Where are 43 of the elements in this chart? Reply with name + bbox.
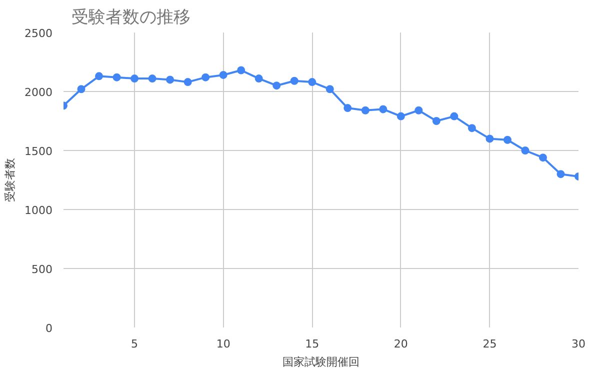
y-tick-label: 1000 — [24, 204, 53, 217]
point — [538, 154, 547, 162]
x-axis-title: 国家試験開催回 — [282, 356, 360, 368]
point — [361, 106, 370, 114]
point — [308, 78, 316, 86]
y-tick-label: 0 — [46, 322, 52, 335]
y-axis-title: 受験者数 — [4, 158, 17, 202]
point — [148, 74, 156, 83]
point — [290, 76, 298, 85]
point — [468, 124, 476, 132]
point — [344, 104, 352, 112]
x-tick-label: 25 — [482, 338, 497, 350]
point — [432, 117, 440, 125]
point — [272, 82, 281, 90]
point — [503, 136, 512, 144]
point — [219, 70, 228, 79]
point — [450, 112, 458, 120]
point — [521, 146, 530, 154]
y-tick-label: 2500 — [24, 27, 53, 40]
x-tick-label: 5 — [131, 338, 138, 350]
x-tick-label: 20 — [394, 338, 408, 350]
x-tick-label: 15 — [305, 338, 320, 350]
point — [486, 134, 494, 143]
y-tick-label: 1500 — [24, 145, 53, 158]
point — [556, 170, 565, 178]
x-tick-label: 30 — [572, 338, 586, 350]
point — [237, 66, 246, 74]
point — [130, 74, 139, 83]
point — [184, 78, 192, 86]
point — [379, 105, 388, 114]
point — [326, 85, 334, 94]
point — [166, 76, 174, 84]
point — [112, 73, 121, 82]
point — [254, 74, 263, 83]
point — [77, 85, 86, 94]
y-tick-label: 2000 — [24, 86, 53, 99]
y-tick-label: 500 — [32, 263, 53, 276]
point — [202, 73, 210, 82]
x-tick-label: 10 — [216, 338, 230, 350]
point — [95, 72, 104, 80]
point — [414, 106, 423, 114]
chart-title: 受験者数の推移 — [72, 8, 190, 28]
point — [396, 112, 405, 120]
